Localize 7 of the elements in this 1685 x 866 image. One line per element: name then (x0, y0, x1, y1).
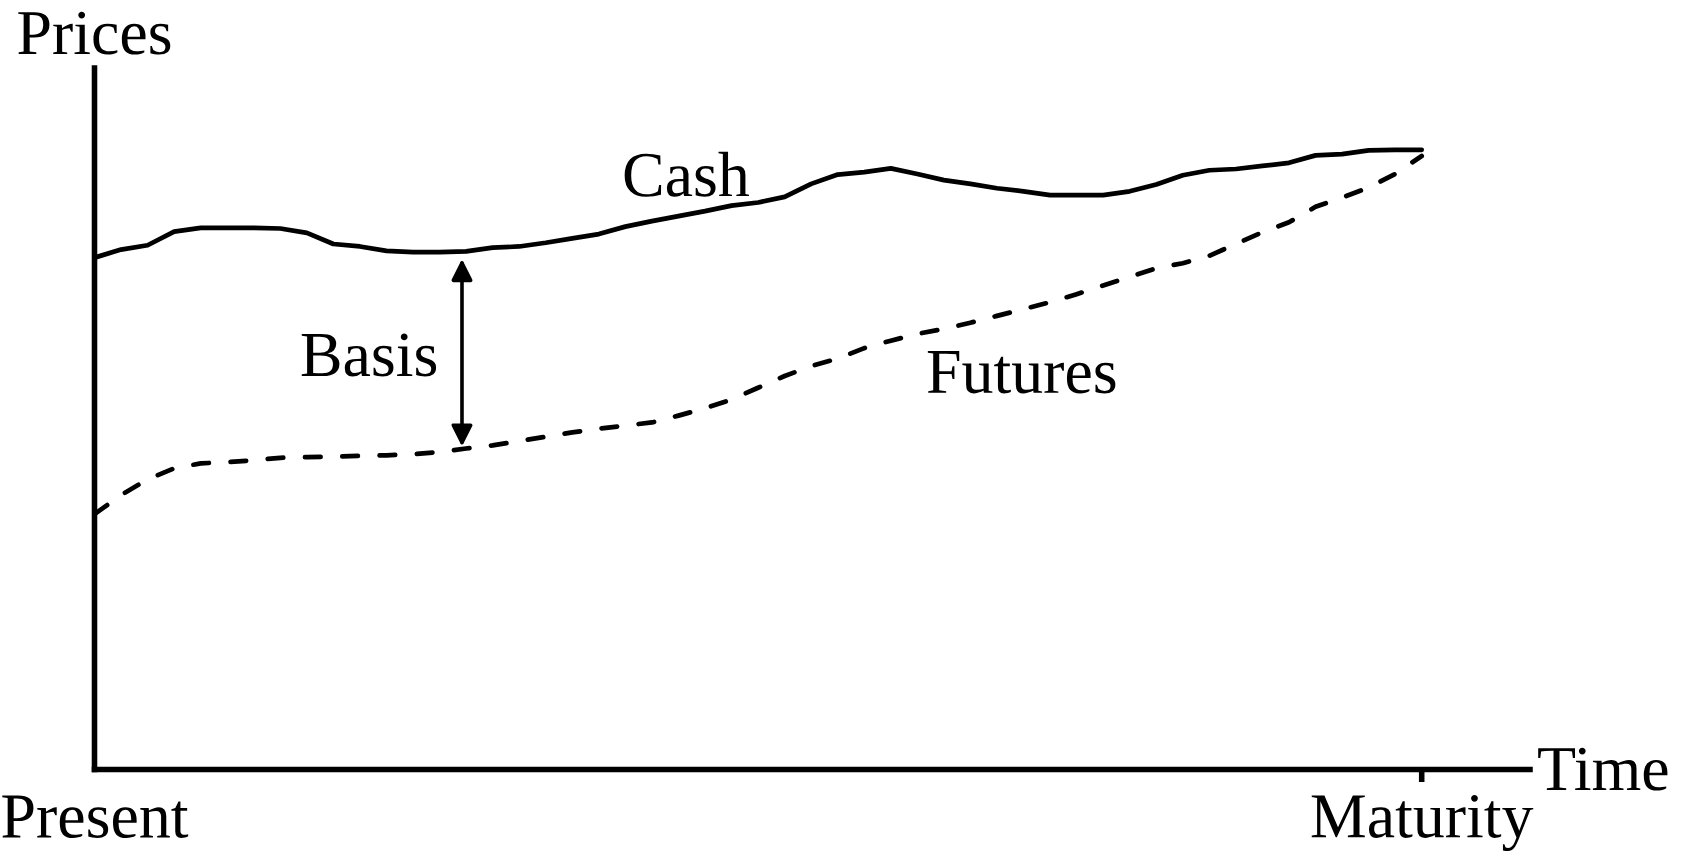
x-tick-label: Maturity (1311, 794, 1534, 852)
x-axis-title: Time (1538, 747, 1668, 791)
x-tick-label: Present (2, 795, 189, 839)
series-label: Cash (624, 151, 749, 197)
y-axis-title: Prices (18, 11, 171, 55)
annotation: Basis (301, 333, 437, 377)
series-label: Futures (927, 351, 1116, 394)
